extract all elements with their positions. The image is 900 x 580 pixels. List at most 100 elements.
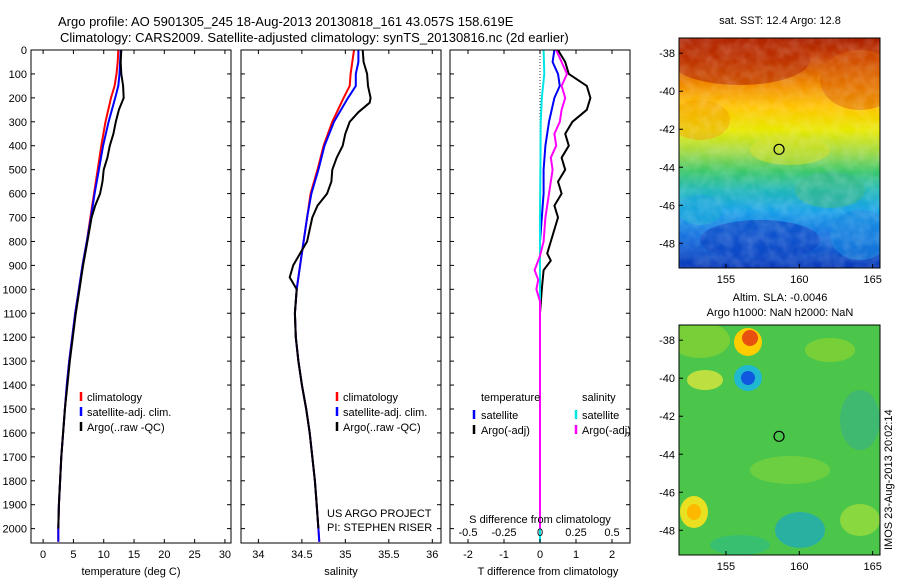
salinity-x-axis-label: salinity — [324, 566, 358, 578]
depth-tick-label: 1500 — [3, 404, 27, 416]
figure-title-line-2: Climatology: CARS2009. Satellite-adjuste… — [60, 30, 569, 45]
credit-project: US ARGO PROJECT — [327, 508, 432, 520]
temperature-series-line-1 — [57, 49, 122, 542]
temperature-x-tick-label: 25 — [189, 549, 201, 561]
salinity-x-tick-label: 36 — [426, 549, 438, 561]
depth-tick-label: 500 — [9, 165, 27, 177]
depth-tick-label: 1900 — [3, 500, 27, 512]
map-y-tick-label: -38 — [659, 48, 675, 60]
depth-tick-label: 1800 — [3, 476, 27, 488]
diff-legend-temp-label: Argo(-adj) — [481, 425, 530, 437]
map-y-tick-label: -46 — [659, 487, 675, 499]
difference-s-tick-label: -0.5 — [459, 527, 478, 539]
sla-map-title-line-1: Altim. SLA: -0.0046 — [733, 292, 828, 304]
difference-s-axis-label: S difference from climatology — [469, 514, 611, 526]
sst-argo-position-marker — [773, 143, 785, 155]
map-x-tick-label: 165 — [863, 274, 881, 286]
temperature-x-tick-label: 30 — [219, 549, 231, 561]
sla-map-field — [679, 325, 880, 555]
depth-tick-label: 1200 — [3, 332, 27, 344]
difference-series-line-3 — [533, 49, 568, 529]
depth-tick-label: 1000 — [3, 284, 27, 296]
difference-s-tick-label: 0.5 — [604, 527, 619, 539]
depth-tick-label: 800 — [9, 236, 27, 248]
salinity-plot-frame — [240, 49, 442, 544]
diff-legend-sal-header: salinity — [582, 392, 616, 404]
salinity-series-line-2 — [288, 49, 372, 529]
depth-tick-label: 600 — [9, 189, 27, 201]
temperature-x-tick-label: 5 — [70, 549, 76, 561]
depth-tick-label: 1600 — [3, 428, 27, 440]
temperature-series-line-2 — [57, 49, 125, 529]
map-x-tick-label: 160 — [790, 561, 808, 573]
sst-map-field — [679, 38, 880, 268]
salinity-x-tick-label: 35.5 — [378, 549, 399, 561]
depth-tick-label: 400 — [9, 141, 27, 153]
map-y-tick-label: -44 — [659, 162, 675, 174]
difference-x-tick-label: 1 — [573, 549, 579, 561]
depth-tick-label: 900 — [9, 260, 27, 272]
depth-tick-label: 2000 — [3, 524, 27, 536]
temperature-x-tick-label: 10 — [98, 549, 110, 561]
temperature-series-line-0 — [57, 49, 120, 542]
salinity-profile-panel: 34 34.5 35 35.5 36 salinity climatology satelli… — [240, 49, 442, 578]
salinity-series-line-0 — [293, 49, 355, 542]
difference-profile-panel: -2 -1 0 1 2 -0.5 -0.25 0 0.25 0.5S difference fro… — [449, 49, 631, 578]
sla-map-title-line-2: Argo h1000: NaN h2000: NaN — [707, 307, 854, 319]
map-y-tick-label: -48 — [659, 238, 675, 250]
map-x-tick-label: 155 — [717, 561, 735, 573]
diff-legend-sal-label: Argo(-adj) — [582, 425, 631, 437]
salinity-legend-label: Argo(..raw -QC) — [343, 422, 421, 434]
map-y-tick-label: -38 — [659, 335, 675, 347]
salinity-x-tick-label: 34.5 — [291, 549, 312, 561]
map-y-tick-label: -44 — [659, 449, 675, 461]
difference-x-tick-label: -1 — [499, 549, 509, 561]
depth-tick-label: 1100 — [3, 308, 27, 320]
difference-series-line-1 — [539, 49, 592, 529]
salinity-legend-label: climatology — [343, 392, 399, 404]
temperature-legend-label: climatology — [87, 392, 143, 404]
map-x-tick-label: 155 — [717, 274, 735, 286]
temperature-x-tick-label: 0 — [40, 549, 46, 561]
map-x-tick-label: 165 — [863, 561, 881, 573]
difference-x-tick-label: 2 — [609, 549, 615, 561]
imos-timestamp: IMOS 23-Aug-2013 20:02:14 — [883, 409, 895, 550]
difference-series-line-0 — [539, 49, 561, 542]
difference-s-tick-label: -0.25 — [491, 527, 516, 539]
map-y-tick-label: -48 — [659, 525, 675, 537]
map-y-tick-label: -42 — [659, 411, 675, 423]
difference-x-tick-label: 0 — [537, 549, 543, 561]
depth-tick-label: 1700 — [3, 452, 27, 464]
difference-s-tick-label: 0.25 — [565, 527, 586, 539]
temperature-legend-label: Argo(..raw -QC) — [87, 422, 165, 434]
salinity-x-tick-label: 34 — [252, 549, 264, 561]
depth-tick-label: 300 — [9, 117, 27, 129]
sla-map-panel: Altim. SLA: -0.0046 Argo h1000: NaN h200… — [659, 292, 882, 573]
map-y-tick-label: -46 — [659, 200, 675, 212]
depth-tick-label: 1400 — [3, 380, 27, 392]
salinity-x-tick-label: 35 — [339, 549, 351, 561]
map-y-tick-label: -40 — [659, 373, 675, 385]
temperature-x-axis-label: temperature (deg C) — [81, 566, 180, 578]
temperature-x-tick-label: 15 — [128, 549, 140, 561]
difference-x-axis-label: T difference from climatology — [478, 566, 619, 578]
diff-legend-sal-label: satellite — [582, 410, 619, 422]
temperature-profile-panel: 0 5 10 15 20 25 30 temperature (deg C) 0 100 200 30… — [3, 45, 232, 578]
sla-argo-position-marker — [773, 430, 785, 442]
figure-title-line-1: Argo profile: AO 5901305_245 18-Aug-2013… — [58, 14, 514, 29]
depth-tick-label: 0 — [21, 45, 27, 57]
diff-legend-temp-label: satellite — [481, 410, 518, 422]
diff-legend-temp-header: temperature — [481, 392, 540, 404]
difference-x-tick-label: -2 — [463, 549, 473, 561]
map-y-tick-label: -42 — [659, 124, 675, 136]
salinity-legend-label: satellite-adj. clim. — [343, 407, 427, 419]
sla-map-axes: 155 160 165 -38 -40 -42 -44 -46 -48 — [659, 335, 882, 573]
difference-s-tick-label: 0 — [537, 527, 543, 539]
sst-map-axes: 155 160 165 -38 -40 -42 -44 -46 -48 — [659, 48, 882, 286]
depth-tick-label: 100 — [9, 69, 27, 81]
credit-pi: PI: STEPHEN RISER — [327, 522, 432, 534]
depth-tick-label: 700 — [9, 213, 27, 225]
temperature-x-tick-label: 20 — [158, 549, 170, 561]
temperature-plot-frame — [30, 49, 232, 544]
